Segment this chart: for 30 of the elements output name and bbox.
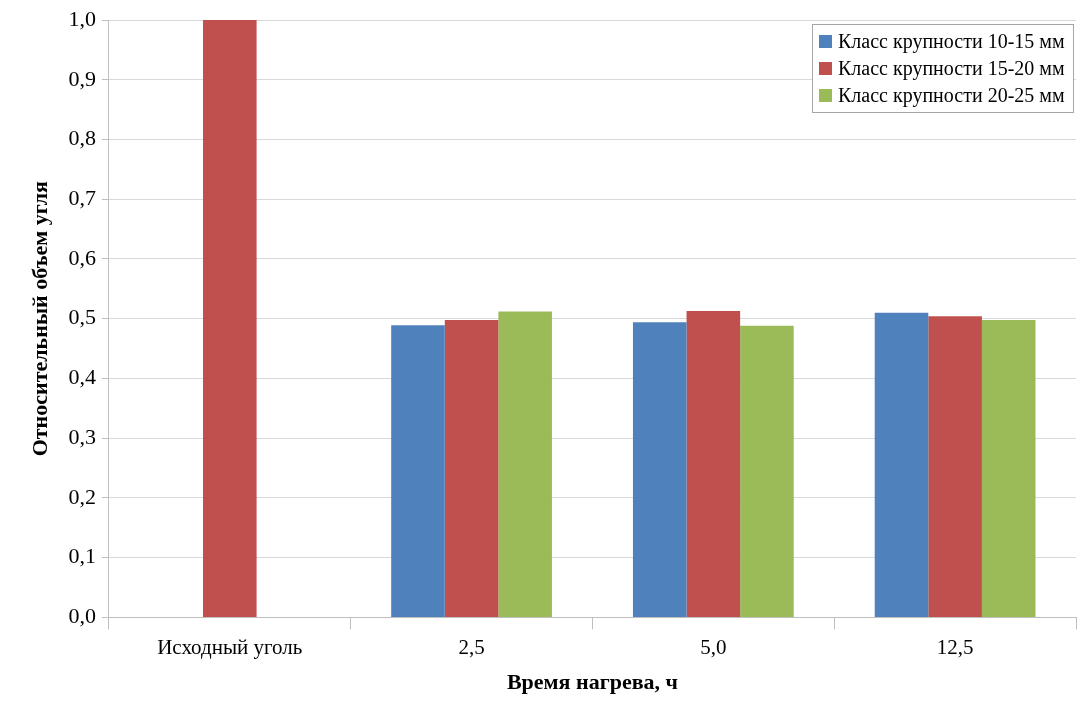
- y-tick-label: 0,0: [68, 603, 96, 629]
- bar: [202, 20, 257, 617]
- bar: [928, 316, 982, 617]
- y-axis-title: Относительный объем угля: [26, 180, 52, 457]
- y-tick-label: 0,5: [68, 304, 96, 330]
- x-axis-title: Время нагрева, ч: [506, 669, 678, 695]
- legend-label: Класс крупности 15-20 мм: [838, 57, 1065, 80]
- bar: [740, 325, 794, 617]
- y-tick-label: 0,3: [68, 423, 96, 449]
- x-tick-label: 5,0: [700, 634, 727, 659]
- bar: [444, 319, 499, 617]
- legend-label: Класс крупности 10-15 мм: [838, 30, 1065, 53]
- bar: [632, 322, 687, 617]
- bar: [686, 310, 741, 617]
- y-tick-label: 0,7: [68, 185, 96, 210]
- bar: [391, 325, 445, 617]
- y-tick-label: 0,6: [68, 244, 96, 270]
- y-tick-label: 0,9: [68, 65, 96, 91]
- x-tick-label: 12,5: [936, 634, 974, 659]
- bar: [874, 312, 929, 617]
- y-tick-label: 0,8: [68, 125, 96, 151]
- y-tick-label: 0,2: [68, 483, 96, 509]
- x-tick-label: Исходный уголь: [157, 634, 303, 659]
- bar: [981, 319, 1036, 617]
- x-tick-label: 2,5: [458, 634, 485, 659]
- legend-label: Класс крупности 20-25 мм: [838, 84, 1065, 107]
- y-tick-label: 0,1: [68, 543, 96, 569]
- y-tick-label: 1,0: [68, 5, 96, 31]
- bar: [498, 311, 552, 617]
- y-tick-label: 0,4: [68, 364, 96, 390]
